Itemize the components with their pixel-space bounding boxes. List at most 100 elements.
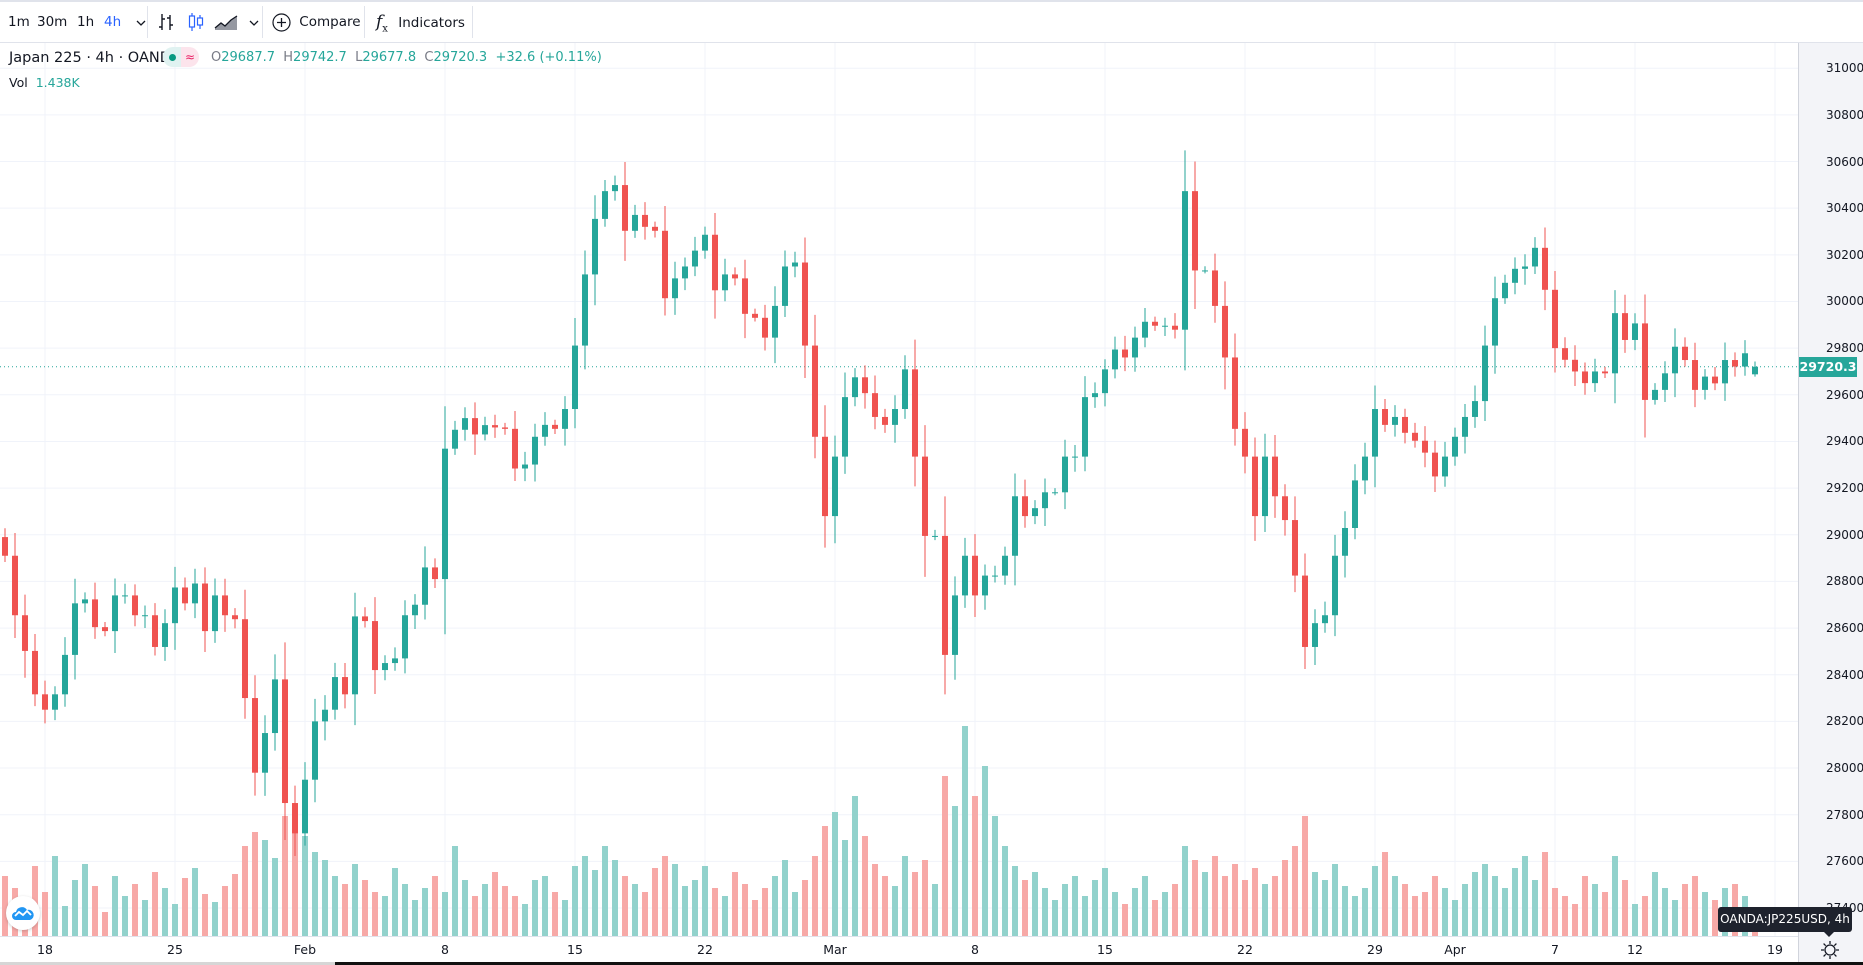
area-style-button[interactable] xyxy=(214,2,240,42)
volume-bar xyxy=(612,860,618,936)
indicators-button[interactable]: fx Indicators xyxy=(376,2,465,42)
high-value: 29742.7 xyxy=(293,50,347,65)
candle-body xyxy=(972,555,978,596)
volume-bar xyxy=(1322,880,1328,936)
volume-bar xyxy=(1162,892,1168,936)
candle-body xyxy=(112,595,118,632)
volume-bar xyxy=(152,872,158,936)
volume-bar xyxy=(1552,888,1558,936)
volume-bar xyxy=(1412,896,1418,936)
volume-bar xyxy=(712,888,718,936)
volume-bar xyxy=(902,856,908,936)
volume-bar xyxy=(402,884,408,936)
volume-bar xyxy=(662,856,668,936)
volume-bar xyxy=(1092,880,1098,936)
cloud-logo-icon xyxy=(12,907,34,920)
candles-style-button[interactable] xyxy=(186,2,208,42)
volume-bar xyxy=(192,868,198,936)
chart-settings-button[interactable] xyxy=(1820,940,1840,960)
volume-bar xyxy=(642,892,648,936)
candle-body xyxy=(62,654,68,695)
volume-bar xyxy=(1712,900,1718,936)
interval-dropdown[interactable] xyxy=(132,2,150,42)
price-tick-label: 30200.0 xyxy=(1826,247,1863,262)
candle-body xyxy=(1042,492,1048,509)
volume-bar xyxy=(702,866,708,936)
time-tick-label: 15 xyxy=(1097,942,1113,957)
candle-body xyxy=(32,650,38,695)
volume-bar xyxy=(1082,896,1088,936)
candle-body xyxy=(722,274,728,291)
candle-body xyxy=(1622,313,1628,340)
price-tick-label: 30000.0 xyxy=(1826,294,1863,309)
candle-body xyxy=(502,427,508,429)
time-tick-label: 25 xyxy=(167,942,183,957)
candle-body xyxy=(1682,346,1688,361)
volume-bar xyxy=(822,826,828,936)
candle-body xyxy=(1292,520,1298,576)
candle-body xyxy=(92,599,98,628)
candle-body xyxy=(1182,191,1188,330)
volume-bar xyxy=(692,880,698,936)
candle-body xyxy=(1092,393,1098,398)
price-tick-label: 27600.0 xyxy=(1826,854,1863,869)
volume-bar xyxy=(1342,886,1348,936)
candle-body xyxy=(1482,345,1488,402)
chart-toolbar: 1m 30m 1h 4h Compare fx Indicators xyxy=(0,2,1863,43)
candle-body xyxy=(1532,247,1538,267)
current-price-label: 29720.3 xyxy=(1799,357,1857,377)
candle-body xyxy=(1082,397,1088,457)
volume-bar xyxy=(542,876,548,936)
interval-1h[interactable]: 1h xyxy=(77,14,95,30)
volume-bar xyxy=(132,884,138,936)
high-label: H xyxy=(283,50,294,65)
symbol-title[interactable]: Japan 225 · 4h · OANDA xyxy=(9,50,181,66)
price-chart[interactable] xyxy=(0,0,1798,962)
tradingview-logo[interactable] xyxy=(6,896,40,930)
candle-body xyxy=(42,694,48,710)
candle-body xyxy=(1442,456,1448,477)
volume-bar xyxy=(1102,868,1108,936)
candle-body xyxy=(152,615,158,647)
time-tick-label: 18 xyxy=(37,942,53,957)
candle-body xyxy=(1352,480,1358,528)
compare-button[interactable]: Compare xyxy=(272,2,361,42)
volume-bar xyxy=(592,870,598,936)
candle-body xyxy=(1462,416,1468,437)
candle-body xyxy=(402,615,408,659)
candle-body xyxy=(1742,353,1748,367)
candle-body xyxy=(532,436,538,465)
candle-body xyxy=(1342,527,1348,556)
bottom-dark-strip xyxy=(335,962,1863,965)
window-top-border xyxy=(0,0,1863,2)
candle-body xyxy=(52,694,58,710)
market-status-pill[interactable]: ≈ xyxy=(163,47,199,67)
candle-body xyxy=(232,615,238,620)
candle-body xyxy=(432,567,438,580)
volume-bar xyxy=(1302,816,1308,936)
candle-body xyxy=(82,599,88,604)
volume-bar xyxy=(1462,884,1468,936)
candle-body xyxy=(1642,323,1648,400)
volume-bar xyxy=(1272,876,1278,936)
volume-bar xyxy=(522,904,528,936)
interval-4h[interactable]: 4h xyxy=(104,14,122,30)
volume-bar xyxy=(842,840,848,936)
price-tick-label: 28000.0 xyxy=(1826,761,1863,776)
chart-style-dropdown[interactable] xyxy=(245,2,263,42)
price-axis[interactable] xyxy=(1798,43,1863,962)
bars-style-button[interactable] xyxy=(156,2,178,42)
price-tick-label: 29400.0 xyxy=(1826,434,1863,449)
candle-body xyxy=(1232,357,1238,429)
volume-bar xyxy=(62,906,68,936)
volume-bar xyxy=(1332,864,1338,936)
volume-bar xyxy=(242,846,248,936)
volume-bar xyxy=(232,874,238,936)
interval-30m[interactable]: 30m xyxy=(37,14,68,30)
interval-1m[interactable]: 1m xyxy=(8,14,30,30)
candle-body xyxy=(1272,456,1278,497)
volume-bar xyxy=(1222,876,1228,936)
candle-body xyxy=(812,345,818,437)
volume-bar xyxy=(1362,888,1368,936)
candle-body xyxy=(1202,270,1208,272)
